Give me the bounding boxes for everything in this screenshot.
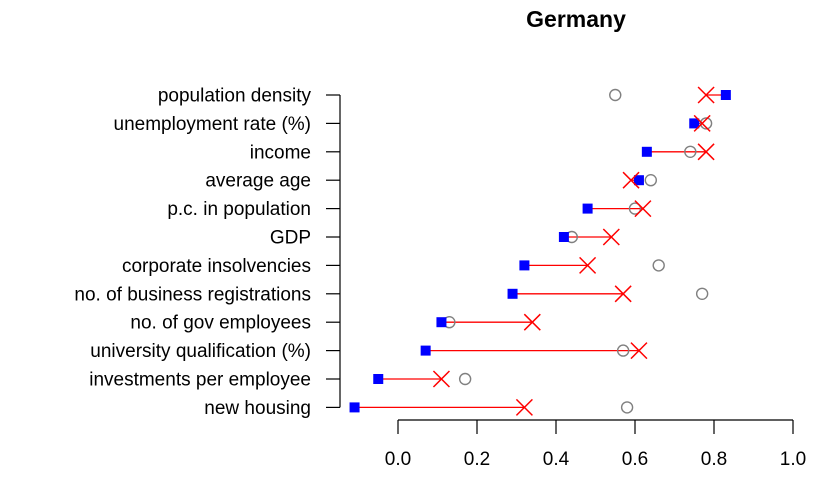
square-marker [507,288,518,299]
cross-marker [634,200,652,218]
y-tick-label: GDP [270,228,311,249]
cross-stroke [622,171,640,189]
y-tick-label: p.c. in population [167,199,311,220]
square-marker [436,317,447,328]
data-markers [349,86,731,416]
cross-stroke [697,86,715,104]
cross-marker [523,313,541,331]
x-tick-label: 0.0 [385,449,411,470]
cross-marker [622,171,640,189]
square-marker [420,345,431,356]
circle-marker [616,344,630,357]
cross-stroke [602,228,620,246]
y-axis: population density unemployment rate (%) i… [74,86,341,419]
circle-marker [628,202,642,215]
y-tick-label: unemployment rate (%) [114,114,311,135]
circle-marker [458,372,472,386]
cross-stroke [693,114,711,132]
cross-marker [614,285,632,303]
square-marker [373,374,384,384]
x-tick-label: 0.8 [701,449,727,470]
y-tick-label: no. of gov employees [130,313,311,334]
cross-stroke [614,285,632,303]
circle-marker [644,173,657,187]
cross-stroke [523,313,541,331]
y-tick-label: average age [205,171,311,192]
y-tick-label: no. of business registrations [74,284,311,305]
square-marker [641,146,652,157]
x-tick-label: 1.0 [780,449,806,470]
x-tick-label: 0.6 [622,449,648,470]
y-tick-label: new housing [204,398,311,419]
chart-title: Germany [526,6,626,32]
square-marker [689,118,700,129]
x-tick-label: 0.2 [464,449,490,470]
circle-marker [684,145,697,159]
cross-stroke [432,370,450,388]
cross-marker [630,342,648,360]
circle-marker [620,401,634,414]
cross-marker [515,398,533,416]
y-tick-label: university qualification (%) [90,341,311,362]
cross-stroke [634,200,652,218]
square-marker [582,203,593,214]
circle-marker [699,117,713,130]
circle-marker [695,287,709,300]
cross-marker [579,256,597,274]
square-marker [519,260,530,271]
cross-marker [602,228,620,246]
square-marker [349,402,360,413]
square-marker [558,232,569,242]
x-tick-label: 0.4 [543,449,570,470]
cross-stroke [579,256,597,274]
cross-marker [432,370,450,388]
cross-marker [697,86,715,104]
cross-stroke [697,143,715,161]
y-tick-label: population density [158,86,312,107]
difference-segments [354,94,726,409]
cross-marker [697,143,715,161]
x-axis: 0.0 0.2 0.4 0.6 0.8 1.0 [385,419,806,470]
y-tick-label: income [250,142,311,163]
cross-marker [693,114,711,132]
square-marker [720,90,731,100]
circle-marker [652,259,665,272]
y-tick-label: corporate insolvencies [122,256,311,277]
cross-stroke [515,398,533,416]
circle-marker [609,88,622,102]
cross-stroke [630,342,648,360]
y-tick-label: investments per employee [89,370,311,391]
square-marker [633,175,644,186]
